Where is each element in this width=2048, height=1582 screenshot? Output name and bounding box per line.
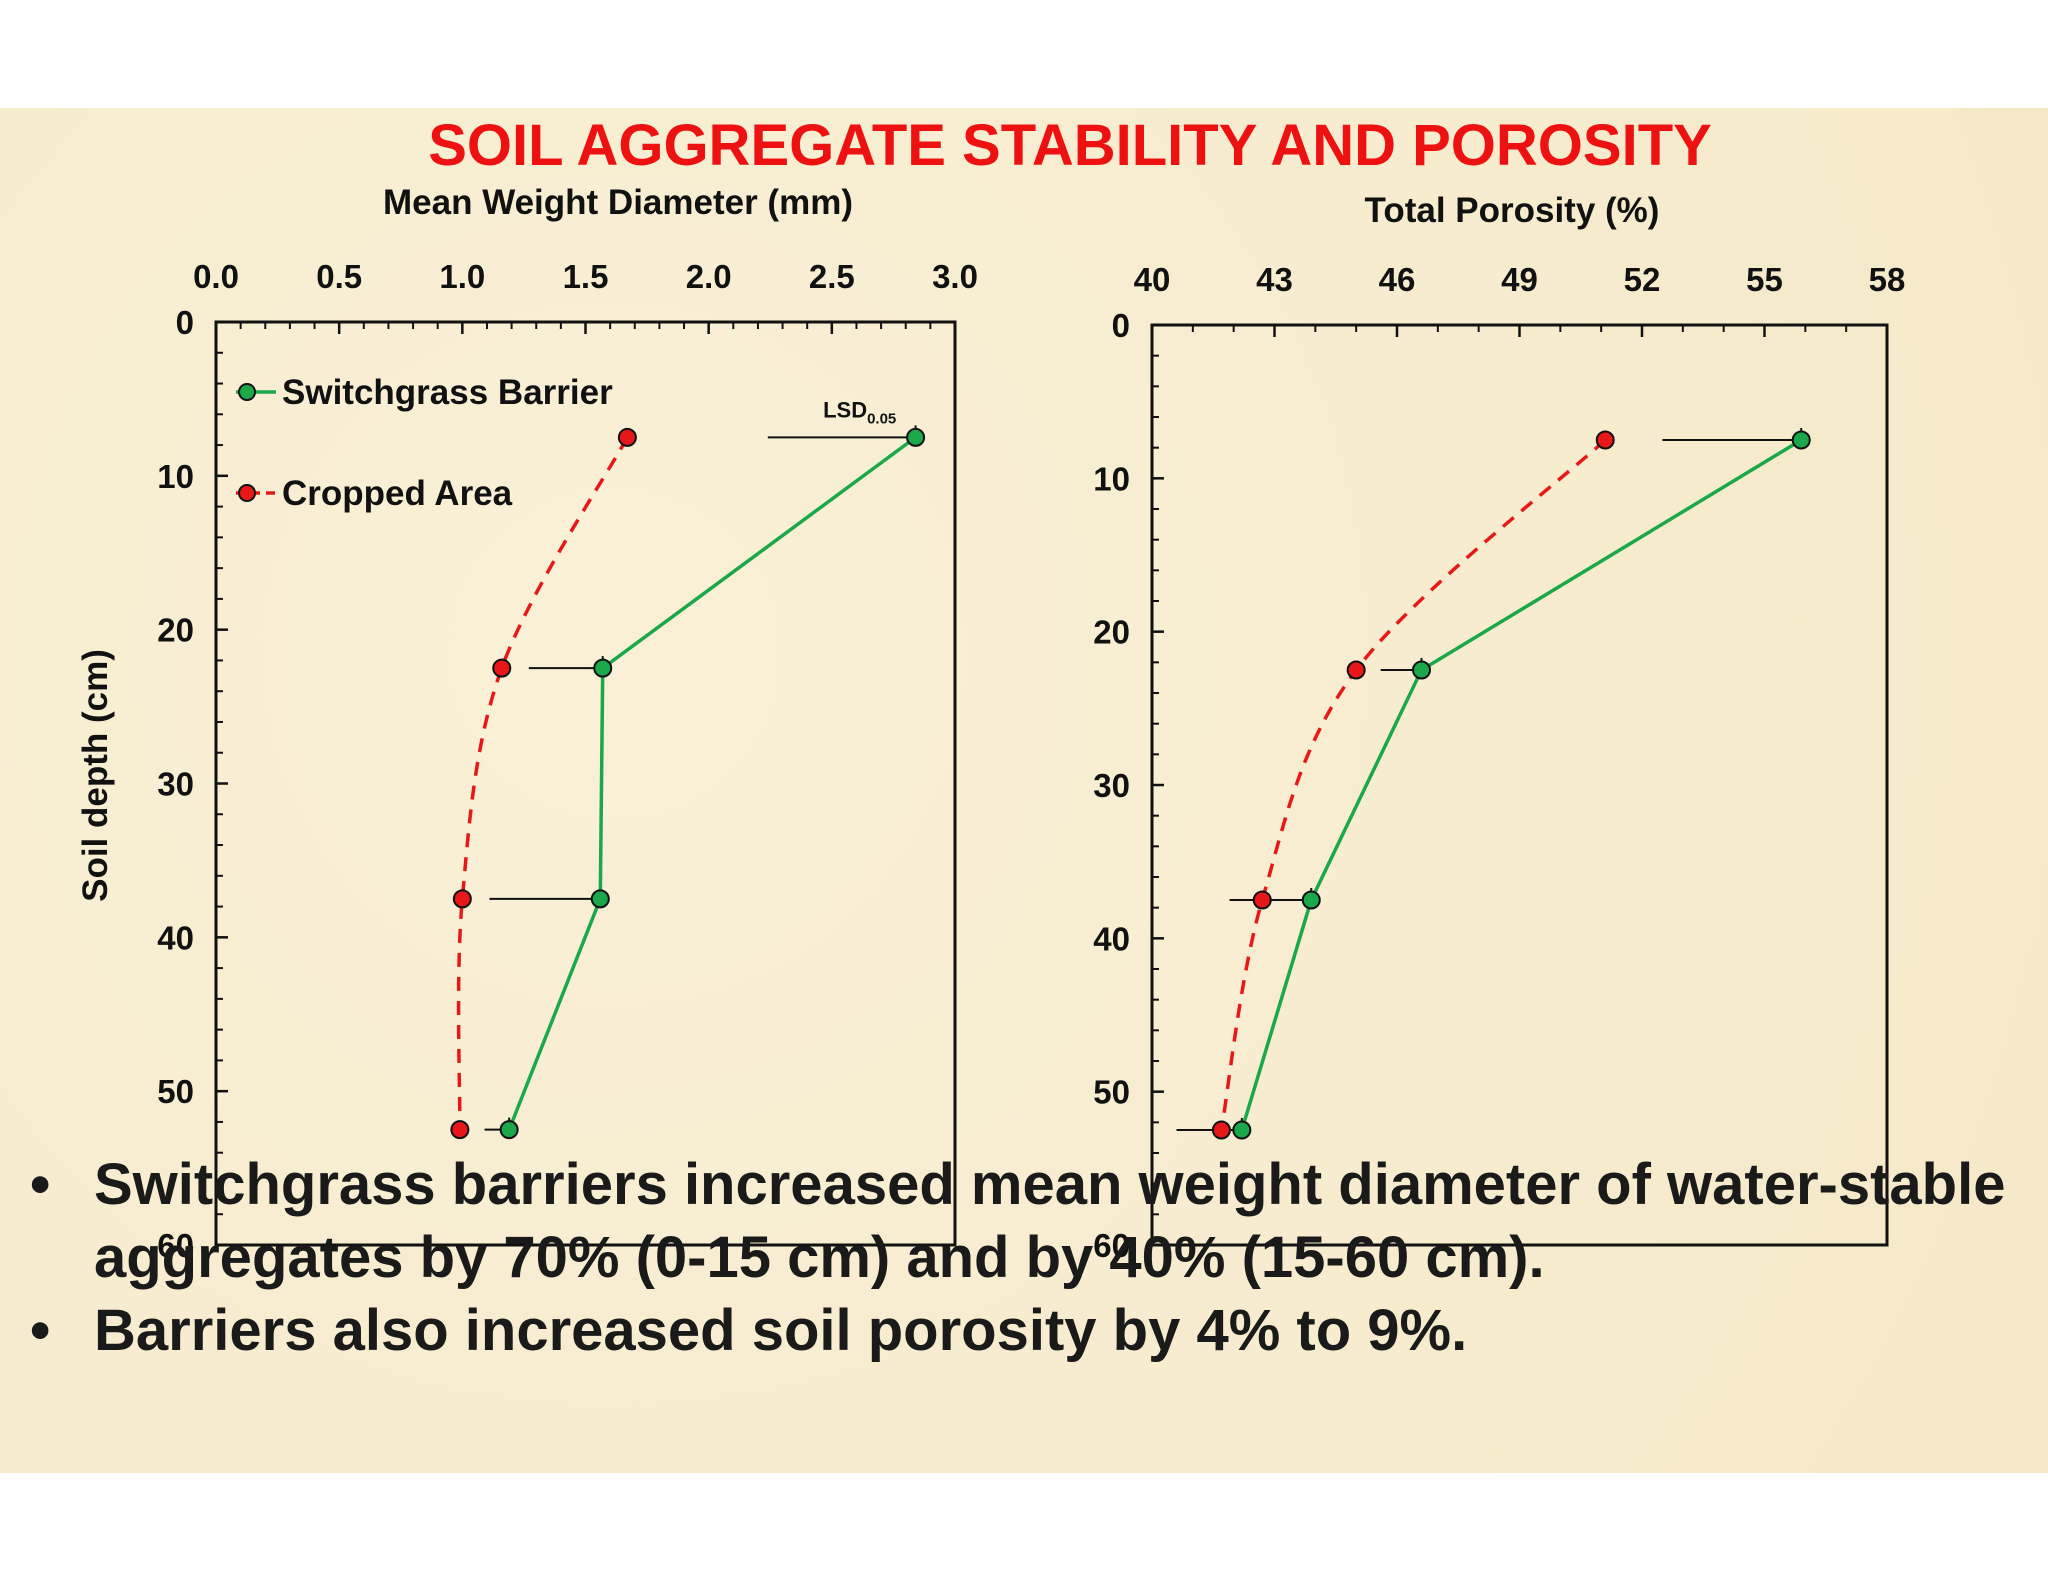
lsd-label: LSD0.05 [823, 397, 896, 427]
legend-label: Cropped Area [282, 474, 513, 513]
x-tick-label: 52 [1624, 261, 1661, 298]
y-tick-label: 40 [157, 919, 194, 956]
bullet-list: • Switchgrass barriers increased mean we… [20, 1148, 2030, 1367]
legend-marker [238, 484, 256, 502]
point-cropped [452, 889, 472, 909]
slide-title: SOIL AGGREGATE STABILITY AND POROSITY [428, 113, 1712, 178]
x-tick-label: 46 [1379, 261, 1416, 298]
x-tick-label: 43 [1256, 261, 1293, 298]
point-cropped [1595, 430, 1615, 450]
y-tick-label: 60 [157, 1227, 194, 1264]
x-axis-title: Total Porosity (%) [1365, 191, 1660, 230]
series-line-switchgrass [507, 435, 917, 1131]
x-tick-label: 49 [1501, 261, 1538, 298]
bullet-item: • Barriers also increased soil porosity … [20, 1294, 2030, 1367]
y-tick-label: 0 [176, 304, 194, 341]
x-tick-label: 2.5 [809, 258, 855, 295]
x-tick-label: 2.0 [686, 258, 732, 295]
plot-frame [214, 320, 957, 1247]
point-cropped [1252, 890, 1272, 910]
y-tick-label: 50 [157, 1073, 194, 1110]
y-tick-label: 0 [1112, 307, 1130, 344]
y-tick-label: 20 [157, 612, 194, 649]
bullet-text: Barriers also increased soil porosity by… [94, 1298, 1468, 1363]
point-switchgrass [1301, 890, 1321, 910]
bullet-marker: • [30, 1298, 51, 1363]
y-tick-label: 60 [1093, 1227, 1130, 1264]
x-tick-label: 3.0 [932, 258, 978, 295]
y-tick-label: 10 [157, 458, 194, 495]
x-axis-title: Mean Weight Diameter (mm) [383, 183, 853, 222]
x-tick-label: 0.0 [193, 258, 239, 295]
x-tick-label: 1.0 [439, 258, 485, 295]
point-cropped [450, 1120, 470, 1140]
series-line-cropped [1219, 438, 1607, 1131]
legend-label: Switchgrass Barrier [282, 373, 613, 412]
point-switchgrass [590, 889, 610, 909]
chart-panel-2: Total Porosity (%) 40 43 46 49 52 55 58 0 10 20 30 4… [1093, 191, 1905, 1264]
y-tick-label: 40 [1093, 920, 1130, 957]
y-tick-label: 10 [1093, 460, 1130, 497]
bullet-text: Switchgrass barriers increased mean weig… [94, 1152, 2006, 1290]
point-cropped [1346, 660, 1366, 680]
legend: Switchgrass Barrier Cropped Area [236, 373, 613, 513]
point-cropped [1211, 1120, 1231, 1140]
legend-marker [238, 383, 256, 401]
point-cropped [617, 427, 637, 447]
point-switchgrass [1791, 430, 1811, 450]
point-switchgrass [499, 1120, 519, 1140]
point-switchgrass [1412, 660, 1431, 680]
point-switchgrass [593, 658, 613, 678]
y-tick-label: 30 [1093, 767, 1130, 804]
chart-panel-1: Mean Weight Diameter (mm) 0.0 0.5 1.0 1.5 2.0… [76, 183, 978, 1264]
x-tick-label: 58 [1869, 261, 1906, 298]
x-tick-label: 0.5 [316, 258, 362, 295]
point-switchgrass [906, 427, 926, 447]
series-line-switchgrass [1240, 438, 1803, 1131]
y-tick-label: 50 [1093, 1074, 1130, 1111]
bullet-marker: • [30, 1152, 51, 1217]
point-cropped [492, 658, 512, 678]
point-switchgrass [1232, 1120, 1252, 1140]
x-tick-label: 1.5 [563, 258, 609, 295]
x-tick-label: 40 [1134, 261, 1171, 298]
series-line-cropped [456, 436, 629, 1130]
y-tick-label: 20 [1093, 614, 1130, 651]
y-tick-label: 30 [157, 766, 194, 803]
bullet-item: • Switchgrass barriers increased mean we… [20, 1148, 2030, 1294]
plot-frame [1150, 323, 1889, 1247]
y-axis-title: Soil depth (cm) [76, 649, 115, 902]
x-tick-label: 55 [1746, 261, 1783, 298]
